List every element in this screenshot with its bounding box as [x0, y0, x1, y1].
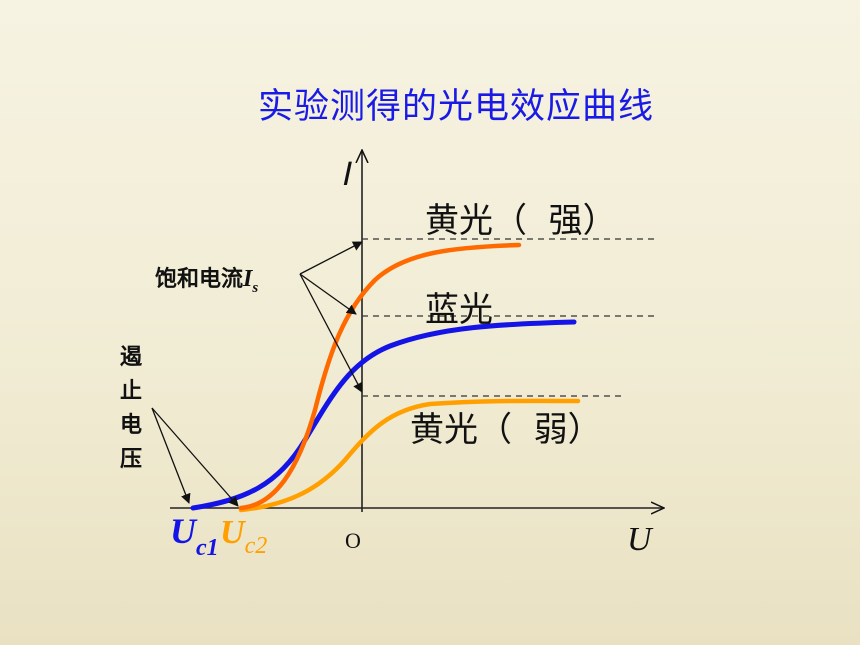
uc1-subscript: c1 [196, 535, 219, 561]
origin-label: O [345, 528, 361, 553]
saturation-current-subscript: s [251, 280, 258, 296]
saturation-arrow-2 [299, 273, 357, 315]
stopping-arrow-1 [151, 407, 191, 504]
curve-yellow-strong [238, 242, 522, 511]
stopping-voltage-char-1: 遏 [120, 345, 143, 370]
uc1-label: Uc1 [170, 511, 219, 561]
y-axis-label: I [339, 155, 356, 193]
saturation-arrow-1 [299, 241, 363, 275]
label-blue: 蓝光 [425, 290, 493, 330]
stopping-voltage-char-3: 电 [120, 413, 142, 438]
saturation-current-text: 饱和电流 [155, 266, 243, 292]
label-yellow-strong: 黄光（ 强） [425, 201, 617, 241]
stopping-voltage-char-4: 压 [120, 447, 142, 472]
saturation-arrow-3 [299, 273, 363, 393]
uc2-symbol: U [220, 514, 247, 551]
label-yellow-weak: 黄光（ 弱） [410, 410, 602, 450]
uc2-label: Uc2 [220, 514, 267, 559]
saturation-current-symbol: I [242, 266, 254, 292]
stopping-voltage-char-2: 止 [120, 379, 142, 404]
uc2-subscript: c2 [245, 533, 268, 559]
stopping-arrow-2 [151, 407, 239, 507]
page-title: 实验测得的光电效应曲线 [258, 87, 655, 127]
x-axis-label: U [627, 521, 654, 558]
curve-yellow-weak [238, 398, 581, 513]
curve-blue [190, 319, 577, 511]
uc1-symbol: U [170, 511, 198, 551]
saturation-current-label: 饱和电流Is [155, 266, 258, 296]
